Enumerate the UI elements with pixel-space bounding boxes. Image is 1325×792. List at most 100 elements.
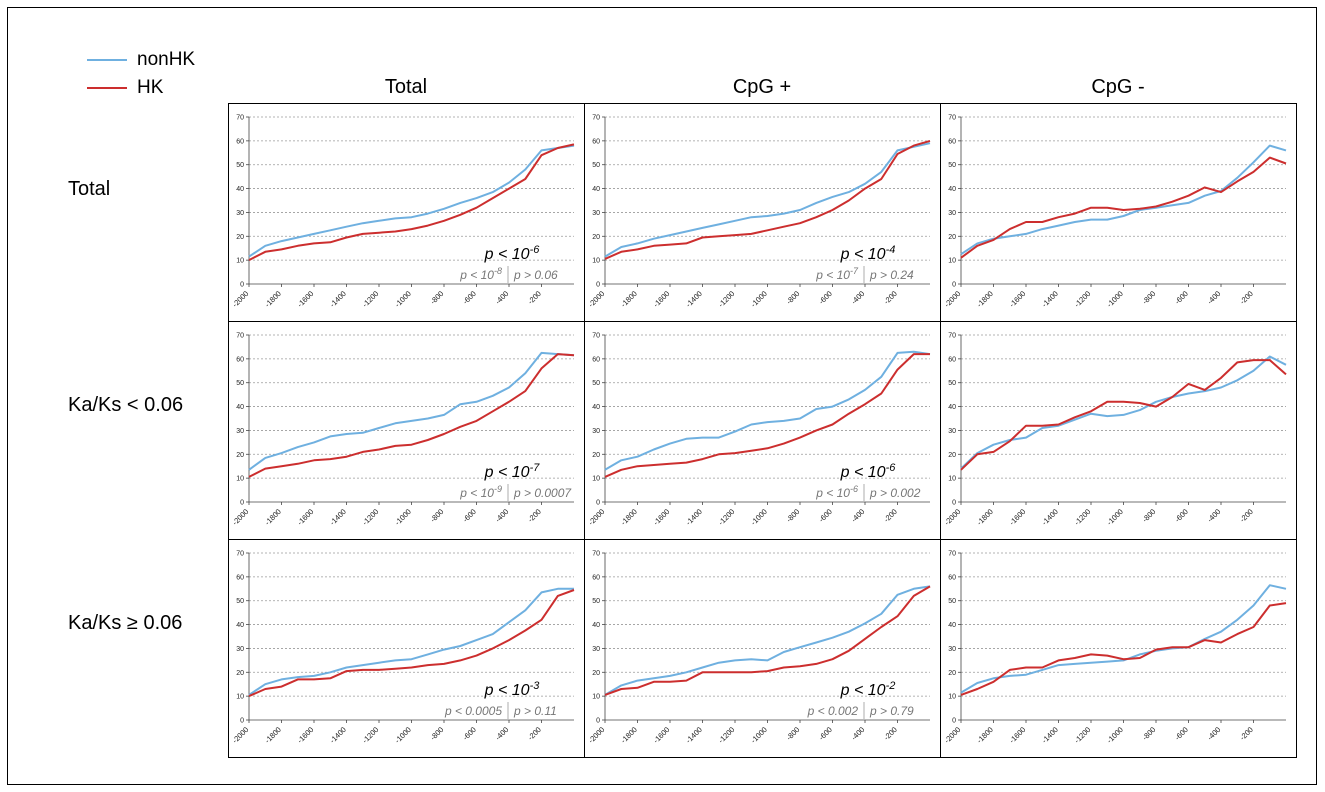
y-tick-label: 20: [592, 452, 600, 459]
y-tick-label: 10: [948, 258, 956, 265]
annotation-main: p < 10-7: [484, 462, 541, 481]
series-line-hk: [604, 139, 931, 260]
annotation-main: p < 10-6: [484, 244, 541, 263]
y-tick-label: 50: [592, 162, 600, 169]
series-line-nonhk: [960, 355, 1287, 470]
y-tick-label: 0: [240, 718, 244, 725]
series-line-hk: [248, 143, 575, 261]
annotation-left: p < 10-6: [815, 484, 858, 500]
y-tick-label: 50: [236, 598, 244, 605]
y-tick-label: 60: [236, 138, 244, 145]
annotation-left: p < 10-7: [815, 266, 859, 282]
annotation-right: p > 0.0007: [513, 486, 572, 500]
y-tick-label: 40: [236, 404, 244, 411]
y-tick-label: 0: [596, 500, 600, 507]
series-line-nonhk: [248, 587, 574, 696]
y-tick-label: 70: [592, 115, 600, 122]
annotation-right: p > 0.24: [869, 268, 914, 282]
annotation-right: p > 0.79: [869, 704, 914, 718]
y-tick-label: 0: [952, 500, 956, 507]
y-tick-label: 70: [948, 115, 956, 122]
y-tick-label: 20: [592, 670, 600, 677]
series-line-hk: [248, 589, 575, 698]
y-tick-label: 30: [236, 646, 244, 653]
y-tick-label: 60: [236, 574, 244, 581]
y-tick-label: 30: [236, 210, 244, 217]
series-line-nonhk: [248, 351, 575, 471]
annotation-main: p < 10-4: [840, 244, 896, 263]
series-line-nonhk: [604, 585, 931, 696]
y-tick-label: 70: [948, 551, 956, 558]
y-tick-label: 10: [236, 476, 244, 483]
y-tick-label: 20: [592, 234, 600, 241]
y-tick-label: 30: [592, 646, 600, 653]
y-tick-label: 20: [948, 452, 956, 459]
legend-swatch-nonhk: [87, 59, 127, 61]
y-tick-label: 0: [952, 282, 956, 289]
y-tick-label: 70: [592, 551, 600, 558]
annotation-left: p < 10-9: [459, 484, 502, 500]
y-tick-label: 20: [948, 234, 956, 241]
series-line-hk: [960, 156, 1287, 259]
y-tick-label: 40: [592, 404, 600, 411]
series-line-nonhk: [604, 350, 931, 471]
y-tick-label: 30: [948, 210, 956, 217]
y-tick-label: 50: [236, 162, 244, 169]
column-header-cpg-minus: CpG -: [1091, 76, 1145, 98]
annotation-main: p < 10-3: [484, 680, 541, 699]
annotation-left: p < 0.0005: [444, 704, 502, 718]
row-header-total: Total: [68, 178, 111, 200]
series-line-hk: [960, 359, 1287, 471]
legend-swatch-hk: [87, 87, 127, 89]
y-tick-label: 10: [592, 476, 600, 483]
row-header-kaks-low: Ka/Ks < 0.06: [68, 394, 184, 416]
y-tick-label: 60: [592, 574, 600, 581]
y-tick-label: 10: [592, 694, 600, 701]
annotation-left: p < 10-8: [459, 266, 502, 282]
y-tick-label: 0: [596, 718, 600, 725]
series-line-hk: [604, 585, 931, 696]
y-tick-label: 70: [236, 115, 244, 122]
legend-label-hk: HK: [137, 77, 164, 98]
y-tick-label: 0: [952, 718, 956, 725]
column-header-cpg-plus: CpG +: [732, 76, 792, 98]
y-tick-label: 60: [948, 574, 956, 581]
y-tick-label: 20: [236, 670, 244, 677]
y-tick-label: 10: [948, 694, 956, 701]
series-line-nonhk: [960, 144, 1287, 256]
column-header-total: Total: [384, 76, 428, 98]
annotation-main: p < 10-6: [840, 462, 897, 481]
y-tick-label: 20: [948, 670, 956, 677]
annotation-left: p < 0.002: [807, 704, 859, 718]
y-tick-label: 40: [948, 186, 956, 193]
y-tick-label: 0: [240, 282, 244, 289]
y-tick-label: 30: [592, 428, 600, 435]
y-tick-label: 70: [236, 333, 244, 340]
y-tick-label: 0: [240, 500, 244, 507]
y-tick-label: 10: [236, 694, 244, 701]
y-tick-label: 30: [236, 428, 244, 435]
series-line-nonhk: [604, 142, 931, 258]
y-tick-label: 40: [948, 404, 956, 411]
y-tick-label: 20: [236, 234, 244, 241]
series-line-nonhk: [960, 584, 1287, 694]
y-tick-label: 70: [236, 551, 244, 558]
annotation-right: p > 0.11: [513, 704, 557, 718]
y-tick-label: 50: [948, 162, 956, 169]
y-tick-label: 50: [236, 380, 244, 387]
series-line-hk: [960, 602, 1287, 696]
y-tick-label: 50: [948, 380, 956, 387]
legend-label-nonhk: nonHK: [137, 49, 196, 70]
y-tick-label: 30: [948, 428, 956, 435]
annotation-right: p > 0.002: [869, 486, 921, 500]
row-header-kaks-high: Ka/Ks ≥ 0.06: [68, 612, 183, 634]
y-tick-label: 50: [948, 598, 956, 605]
y-tick-label: 20: [236, 452, 244, 459]
